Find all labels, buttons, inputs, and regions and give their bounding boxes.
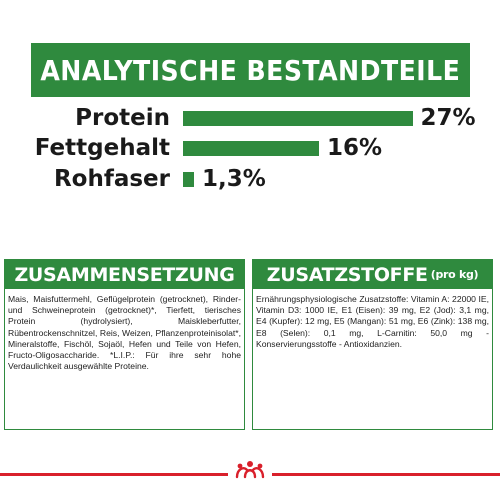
footer-line-left — [0, 473, 228, 476]
nutrient-row-fettgehalt: Fettgehalt 16% — [0, 133, 500, 163]
composition-title: ZUSAMMENSETZUNG — [14, 263, 235, 286]
additives-section: ZUSATZSTOFFE (pro kg) Ernährungsphysiolog… — [252, 259, 493, 430]
nutrient-value: 1,3% — [202, 166, 266, 192]
nutrient-bar — [183, 172, 195, 187]
nutrient-row-rohfaser: Rohfaser 1,3% — [0, 164, 500, 194]
additives-text: Ernährungsphysiologische Zusatzstoffe: V… — [256, 294, 489, 349]
header-title: ANALYTISCHE BESTANDTEILE — [40, 53, 461, 87]
nutrient-label: Protein — [75, 105, 170, 131]
nutrient-bar — [183, 111, 413, 126]
nutrient-value: 27% — [420, 105, 476, 131]
royal-canin-crown-icon — [235, 461, 265, 479]
composition-section: ZUSAMMENSETZUNG Mais, Maisfuttermehl, Ge… — [4, 259, 245, 430]
footer-line-right — [272, 473, 500, 476]
composition-text: Mais, Maisfuttermehl, Geflügelprotein (g… — [8, 294, 241, 372]
nutrient-value: 16% — [327, 135, 383, 161]
composition-header: ZUSAMMENSETZUNG — [5, 260, 244, 289]
additives-header: ZUSATZSTOFFE (pro kg) — [253, 260, 492, 289]
nutrient-row-protein: Protein 27% — [0, 103, 500, 133]
nutrient-label: Fettgehalt — [34, 135, 170, 161]
header-banner: ANALYTISCHE BESTANDTEILE — [31, 43, 470, 97]
additives-subtitle: (pro kg) — [430, 268, 479, 281]
nutrient-bar — [183, 141, 319, 156]
additives-title: ZUSATZSTOFFE — [266, 263, 428, 286]
nutrient-label: Rohfaser — [53, 166, 170, 192]
